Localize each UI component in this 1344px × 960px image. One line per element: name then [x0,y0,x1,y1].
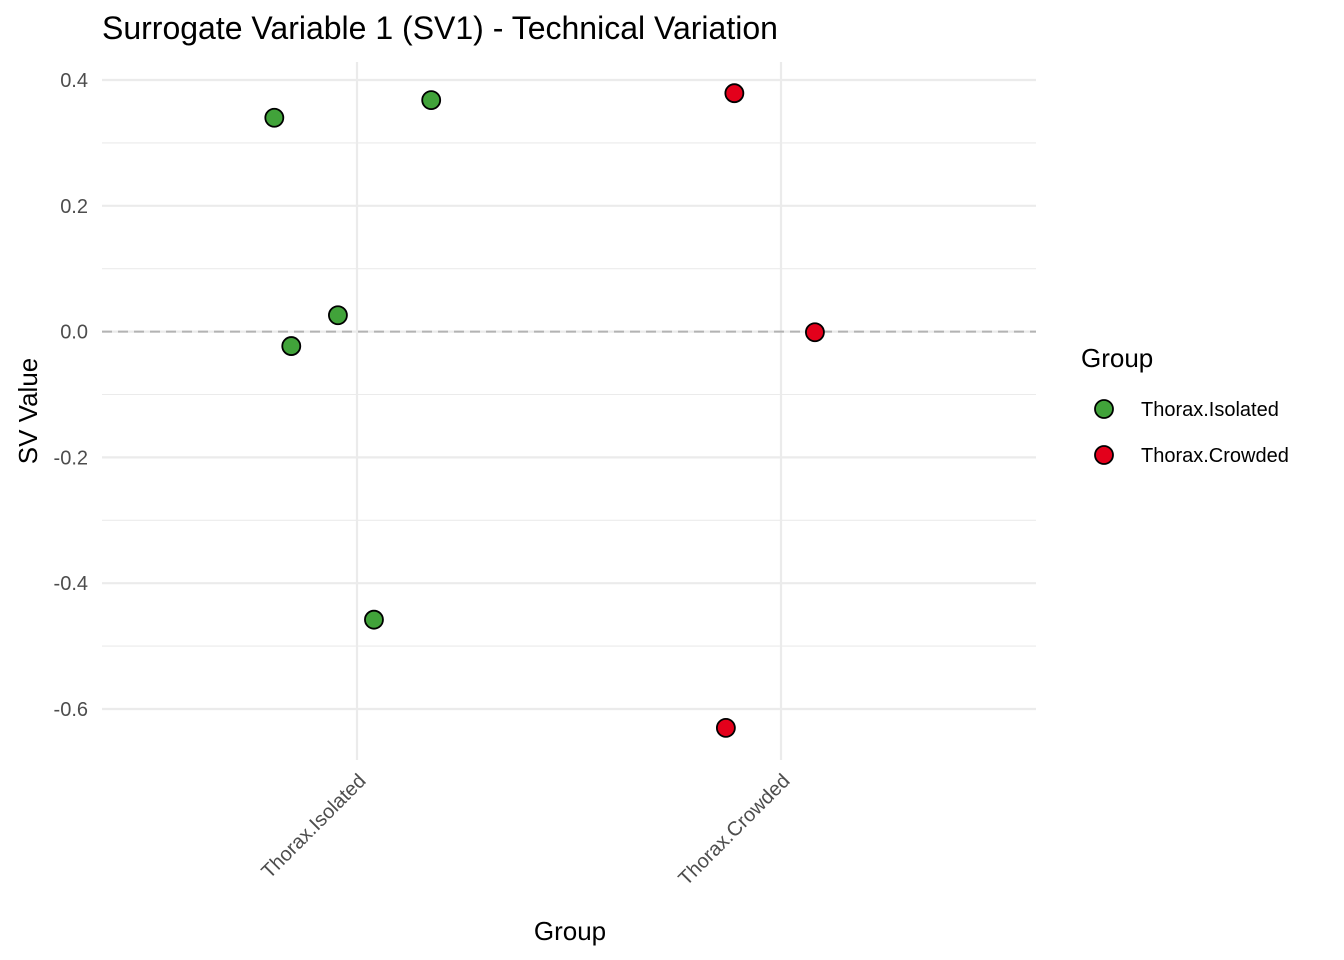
data-point [805,322,825,343]
y-tick-label: 0.0 [60,322,88,344]
legend: Group Thorax.Isolated Thorax.Crowded [1081,343,1289,467]
data-point [421,90,442,111]
data-point [328,305,348,326]
data-point [715,717,736,738]
y-tick-label: -0.2 [54,447,88,469]
y-tick-label: 0.4 [60,70,88,92]
x-tick-label: Thorax.Crowded [674,770,794,890]
legend-key [1094,445,1114,465]
legend-label: Thorax.Crowded [1141,445,1289,467]
data-point [264,107,285,128]
y-axis-title: SV Value [13,358,43,464]
data-point [281,336,302,356]
data-point [724,83,745,104]
chart-title: Surrogate Variable 1 (SV1) - Technical V… [102,10,778,46]
data-points [264,83,825,738]
y-tick-label: 0.2 [60,196,88,218]
y-tick-label: -0.6 [54,699,88,721]
legend-title: Group [1081,343,1153,373]
x-axis-title: Group [534,916,606,946]
y-axis-tick-labels: 0.4 0.2 0.0 -0.2 -0.4 -0.6 [54,70,88,721]
y-tick-label: -0.4 [54,573,88,595]
legend-key [1094,399,1114,419]
legend-label: Thorax.Isolated [1141,399,1279,421]
data-point [364,609,384,630]
x-axis-tick-labels: Thorax.Isolated Thorax.Crowded [257,770,794,890]
plot-grid [102,62,1036,760]
x-tick-label: Thorax.Isolated [257,770,370,883]
